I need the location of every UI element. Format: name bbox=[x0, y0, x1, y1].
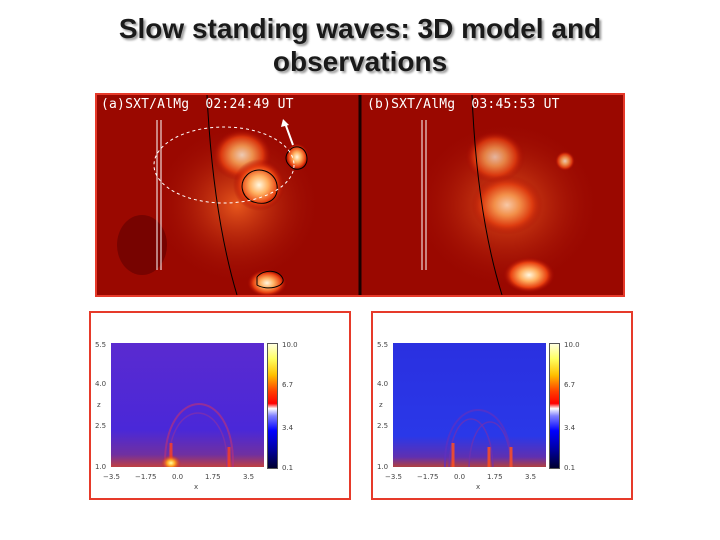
x-tick-label: −1.75 bbox=[417, 473, 439, 481]
slide-title-line-2: observations bbox=[272, 46, 448, 77]
colorbar-tick-label: 10.0 bbox=[564, 341, 580, 349]
y-tick-label: 2.5 bbox=[95, 422, 107, 430]
x-tick-label: 3.5 bbox=[525, 473, 537, 481]
sxt-image-canvas bbox=[97, 95, 623, 295]
y-tick-label: 5.5 bbox=[95, 341, 107, 349]
simulation-image-right bbox=[393, 343, 546, 467]
colorbar-tick-label: 6.7 bbox=[564, 381, 576, 389]
x-tick-label: −3.5 bbox=[385, 473, 402, 481]
panel-a-unit: UT bbox=[277, 97, 294, 112]
x-axis-label: x bbox=[476, 483, 481, 491]
y-tick-label: 5.5 bbox=[377, 341, 389, 349]
x-tick-label: 3.5 bbox=[243, 473, 255, 481]
x-axis-label: x bbox=[194, 483, 199, 491]
panel-a-name: (a)SXT/AlMg bbox=[101, 97, 190, 112]
colorbar bbox=[549, 343, 560, 469]
x-tick-label: 1.75 bbox=[205, 473, 221, 481]
simulation-plot-right bbox=[393, 343, 546, 467]
panel-b-time: 03:45:53 bbox=[471, 97, 536, 112]
sxt-observation-images: (a)SXT/AlMg 02:24:49 UT (b)SXT/AlMg 03:4… bbox=[95, 93, 625, 297]
panel-b-name: (b)SXT/AlMg bbox=[367, 97, 456, 112]
simulation-frame-left: 5.5 4.0 2.5 1.0 z −3.5 −1.75 0.0 1.75 3.… bbox=[89, 311, 351, 500]
simulation-plot-left bbox=[111, 343, 264, 467]
simulation-frame-right: 5.5 4.0 2.5 1.0 z −3.5 −1.75 0.0 1.75 3.… bbox=[371, 311, 633, 500]
x-tick-label: −1.75 bbox=[135, 473, 157, 481]
y-axis-label: z bbox=[379, 401, 383, 409]
colorbar-tick-label: 0.1 bbox=[564, 464, 576, 472]
y-tick-label: 1.0 bbox=[377, 463, 389, 471]
colorbar-tick-label: 3.4 bbox=[282, 424, 294, 432]
panel-a-time: 02:24:49 bbox=[205, 97, 270, 112]
colorbar-tick-label: 10.0 bbox=[282, 341, 298, 349]
colorbar-tick-label: 0.1 bbox=[282, 464, 294, 472]
y-tick-label: 4.0 bbox=[377, 380, 389, 388]
panel-b-unit: UT bbox=[543, 97, 560, 112]
y-tick-label: 1.0 bbox=[95, 463, 107, 471]
slide-title-line-1: Slow standing waves: 3D model and bbox=[118, 13, 602, 44]
slide-title: Slow standing waves: 3D model and observ… bbox=[0, 12, 720, 78]
x-tick-label: 1.75 bbox=[487, 473, 503, 481]
x-tick-label: 0.0 bbox=[172, 473, 184, 481]
colorbar bbox=[267, 343, 278, 469]
panel-b-label: (b)SXT/AlMg 03:45:53 UT bbox=[367, 97, 560, 112]
panel-a-label: (a)SXT/AlMg 02:24:49 UT bbox=[101, 97, 294, 112]
x-tick-label: −3.5 bbox=[103, 473, 120, 481]
x-tick-label: 0.0 bbox=[454, 473, 466, 481]
simulation-image-left bbox=[111, 343, 264, 467]
y-tick-label: 2.5 bbox=[377, 422, 389, 430]
y-axis-label: z bbox=[97, 401, 101, 409]
colorbar-tick-label: 6.7 bbox=[282, 381, 294, 389]
colorbar-tick-label: 3.4 bbox=[564, 424, 576, 432]
y-tick-label: 4.0 bbox=[95, 380, 107, 388]
